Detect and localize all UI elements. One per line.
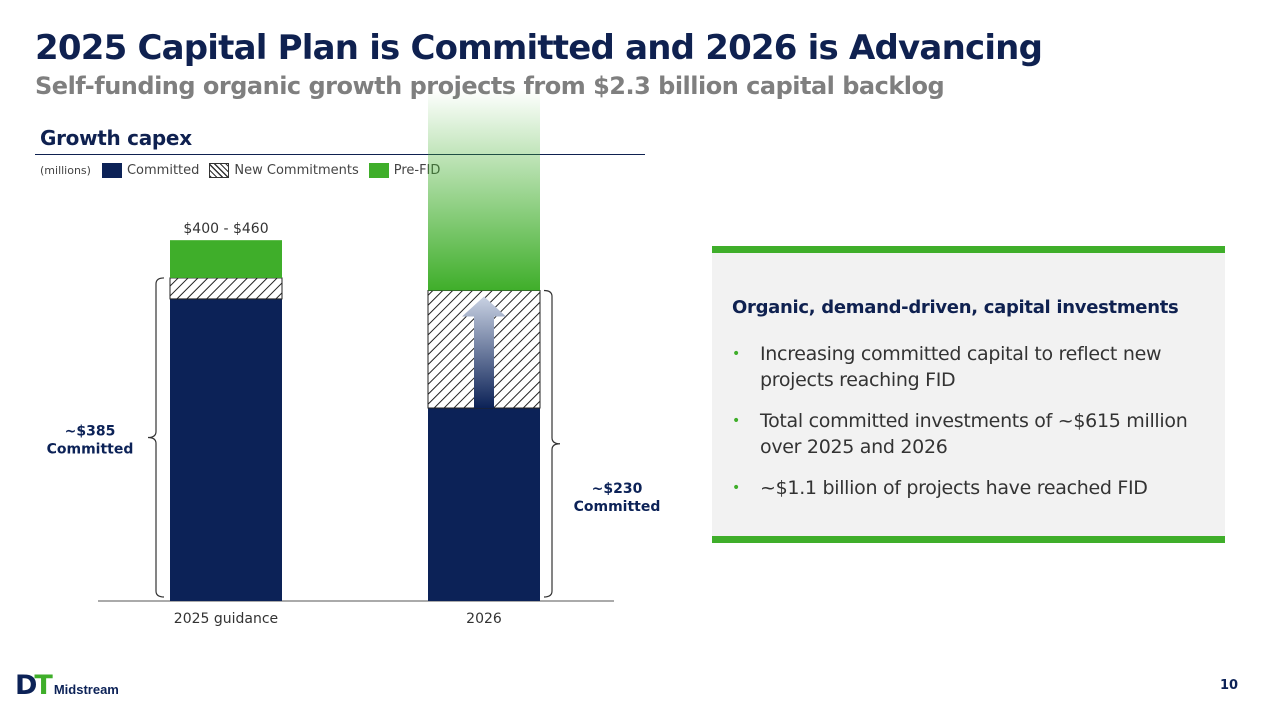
brace-2025-value: ~$385 xyxy=(65,423,116,439)
growth-arrow-icon xyxy=(462,296,506,408)
logo-wordmark: Midstream xyxy=(53,682,119,697)
bar-segment-pre-fid-1 xyxy=(428,89,540,291)
logo-letter-t: T xyxy=(34,670,53,701)
panel-bullet-item: • Increasing committed capital to reflect… xyxy=(732,341,1202,393)
panel-heading: Organic, demand-driven, capital investme… xyxy=(732,297,1179,318)
highlights-panel: Organic, demand-driven, capital investme… xyxy=(712,246,1225,543)
x-tick-label-1: 2026 xyxy=(466,611,502,627)
brace-2026-text: Committed xyxy=(574,499,661,515)
brace-2026-value: ~$230 xyxy=(592,481,643,497)
brace-2026-committed xyxy=(543,289,561,598)
company-logo: DT Midstream xyxy=(15,672,119,699)
brace-2025-committed xyxy=(147,277,165,598)
data-label-2025-range: $400 - $460 xyxy=(183,221,268,237)
panel-bullet-text: Total committed investments of ~$615 mil… xyxy=(760,410,1188,458)
legend-label-new-commitments: New Commitments xyxy=(234,163,359,178)
bullet-dot-icon: • xyxy=(732,413,740,429)
section-heading: Growth capex xyxy=(40,126,192,150)
legend-item-committed: Committed xyxy=(101,163,200,178)
panel-bullet-text: Increasing committed capital to reflect … xyxy=(760,343,1162,391)
page-number: 10 xyxy=(1220,678,1239,693)
bullet-dot-icon: • xyxy=(732,346,740,362)
panel-bullet-list: • Increasing committed capital to reflect… xyxy=(732,341,1202,516)
bar-segment-committed-0 xyxy=(170,298,282,601)
legend-swatch-pre-fid xyxy=(368,163,389,178)
x-tick-label-0: 2025 guidance xyxy=(174,611,278,627)
section-divider xyxy=(35,154,645,155)
logo-mark: DT xyxy=(15,672,53,699)
legend-item-new-commitments: New Commitments xyxy=(209,163,359,178)
bullet-dot-icon: • xyxy=(732,480,740,496)
page-title: 2025 Capital Plan is Committed and 2026 … xyxy=(35,28,1043,68)
panel-bullet-item: • ~$1.1 billion of projects have reached … xyxy=(732,475,1202,501)
bar-segment-committed-1 xyxy=(428,408,540,601)
logo-letter-d: D xyxy=(15,670,37,701)
bar-segment-new-commitments-0 xyxy=(169,277,283,300)
units-label: (millions) xyxy=(40,164,91,177)
bar-segment-pre-fid-0 xyxy=(170,240,282,278)
legend-label-committed: Committed xyxy=(126,163,200,178)
legend-swatch-new-commitments xyxy=(209,163,230,178)
brace-2025-text: Committed xyxy=(47,441,134,457)
panel-bullet-item: • Total committed investments of ~$615 mi… xyxy=(732,408,1202,460)
legend-swatch-committed xyxy=(101,163,122,178)
chart-legend: (millions) Committed New Commitments Pre… xyxy=(40,163,450,178)
panel-bullet-text: ~$1.1 billion of projects have reached F… xyxy=(760,477,1148,499)
